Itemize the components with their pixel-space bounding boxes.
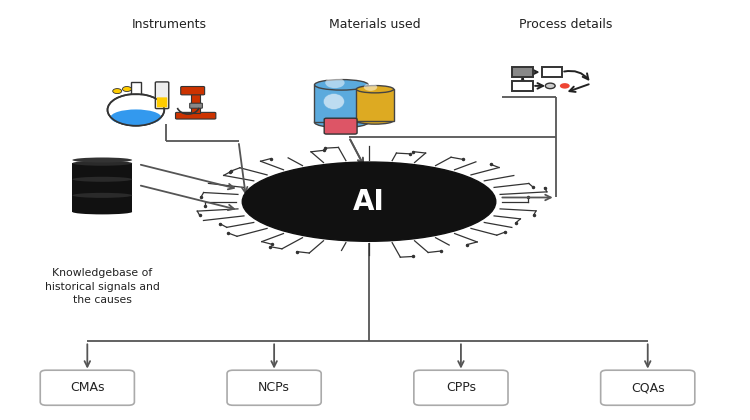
- Circle shape: [107, 94, 164, 126]
- FancyBboxPatch shape: [324, 118, 357, 134]
- Text: CPPs: CPPs: [446, 381, 476, 394]
- Bar: [314, 85, 368, 122]
- FancyBboxPatch shape: [542, 67, 562, 77]
- FancyBboxPatch shape: [601, 370, 694, 405]
- Ellipse shape: [72, 193, 132, 198]
- Text: CQAs: CQAs: [631, 381, 664, 394]
- Ellipse shape: [72, 161, 132, 166]
- Text: CMAs: CMAs: [70, 381, 104, 394]
- Text: Instruments: Instruments: [132, 18, 207, 31]
- Text: Materials used: Materials used: [329, 18, 421, 31]
- Circle shape: [112, 89, 122, 94]
- Ellipse shape: [110, 110, 161, 125]
- FancyBboxPatch shape: [157, 97, 167, 108]
- FancyBboxPatch shape: [190, 103, 202, 108]
- Text: NCPs: NCPs: [258, 381, 290, 394]
- Circle shape: [545, 83, 555, 89]
- Bar: [72, 163, 132, 180]
- Circle shape: [326, 77, 344, 88]
- Ellipse shape: [356, 117, 394, 124]
- Ellipse shape: [356, 86, 394, 93]
- Text: Process details: Process details: [519, 18, 612, 31]
- Ellipse shape: [314, 117, 368, 128]
- Bar: [72, 179, 132, 196]
- FancyBboxPatch shape: [40, 370, 134, 405]
- Circle shape: [560, 83, 570, 89]
- Ellipse shape: [72, 209, 132, 214]
- Bar: [130, 82, 141, 94]
- Ellipse shape: [242, 162, 496, 242]
- FancyBboxPatch shape: [155, 82, 169, 109]
- Ellipse shape: [323, 94, 344, 110]
- FancyBboxPatch shape: [414, 370, 508, 405]
- Bar: [72, 195, 132, 212]
- Bar: [191, 90, 200, 113]
- Circle shape: [364, 84, 377, 91]
- FancyBboxPatch shape: [512, 67, 533, 77]
- FancyBboxPatch shape: [181, 87, 205, 95]
- FancyBboxPatch shape: [227, 370, 321, 405]
- Circle shape: [122, 87, 131, 92]
- Ellipse shape: [72, 177, 132, 182]
- Ellipse shape: [314, 79, 368, 90]
- Bar: [356, 89, 394, 121]
- FancyBboxPatch shape: [176, 113, 216, 119]
- Text: AI: AI: [353, 188, 385, 215]
- FancyBboxPatch shape: [512, 81, 533, 91]
- Text: Knowledgebase of
historical signals and
the causes: Knowledgebase of historical signals and …: [45, 268, 160, 305]
- Ellipse shape: [72, 158, 132, 163]
